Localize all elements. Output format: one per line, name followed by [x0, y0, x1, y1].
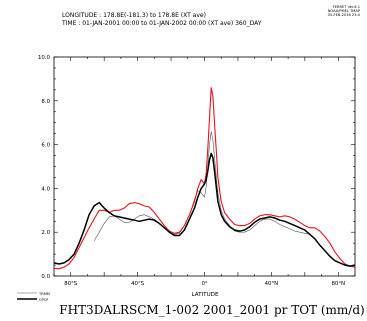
y-tick-label: 10.0: [38, 55, 51, 61]
x-tick-label: 80°N: [331, 281, 345, 287]
legend-label-trmm: TRMM: [38, 292, 50, 296]
x-tick-label: 40°N: [265, 281, 279, 287]
y-tick-label: 8.0: [41, 99, 50, 105]
y-tick-label: 2.0: [41, 230, 50, 236]
legend-label-cpcp: CPCP: [39, 298, 49, 302]
plot-frame: [54, 57, 355, 276]
x-tick-label: 80°S: [64, 281, 78, 287]
y-tick-label: 4.0: [41, 186, 50, 192]
y-tick-label: 0.0: [41, 274, 50, 280]
x-axis-label: LATITUDE: [191, 292, 219, 298]
corner-stamp-line-3: 05-FEB-2016 23:0: [328, 13, 361, 17]
x-tick-label: 40°S: [131, 281, 145, 287]
y-tick-label: 6.0: [41, 143, 50, 149]
series-line-cpcp: [54, 153, 355, 266]
chart-title: FHT3DALRSCM_1-002 2001_2001 pr TOT (mm/d…: [59, 303, 364, 317]
longitude-header: LONGITUDE : 178.8E(-181.3) to 178.8E (XT…: [62, 12, 206, 19]
y-axis: 0.0 2.0 4.0 6.0 8.0 10.0: [38, 55, 355, 280]
legend: TRMM CPCP: [17, 292, 50, 302]
x-axis: 80°S 40°S 0° 40°N 80°N: [54, 57, 355, 287]
time-header: TIME : 01-JAN-2001 00:00 to 01-JAN-2002 …: [61, 20, 262, 27]
series-group: [54, 88, 355, 269]
series-line-model: [54, 88, 355, 269]
x-tick-label: 0°: [201, 281, 207, 287]
